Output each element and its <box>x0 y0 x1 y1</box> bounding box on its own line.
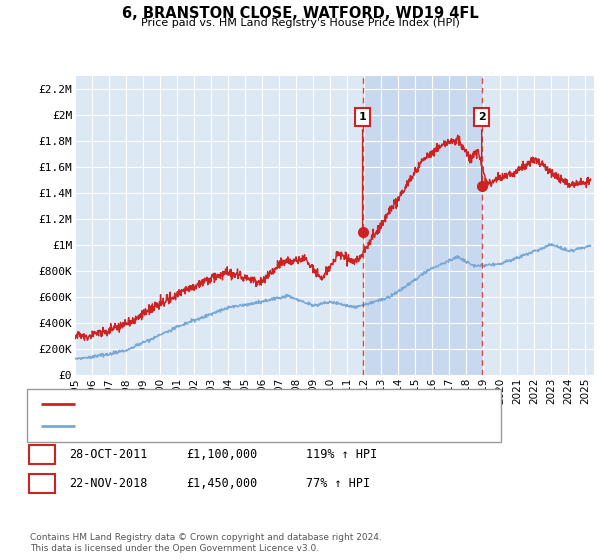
Text: 1: 1 <box>359 113 367 229</box>
Bar <box>362 76 482 375</box>
Text: 1: 1 <box>38 450 46 460</box>
Text: 119% ↑ HPI: 119% ↑ HPI <box>306 448 377 461</box>
Text: HPI: Average price, detached house, Watford: HPI: Average price, detached house, Watf… <box>81 421 331 431</box>
Text: Price paid vs. HM Land Registry's House Price Index (HPI): Price paid vs. HM Land Registry's House … <box>140 18 460 28</box>
Text: Contains HM Land Registry data © Crown copyright and database right 2024.
This d: Contains HM Land Registry data © Crown c… <box>30 533 382 553</box>
Text: £1,100,000: £1,100,000 <box>186 448 257 461</box>
Text: 77% ↑ HPI: 77% ↑ HPI <box>306 477 370 491</box>
Text: 2: 2 <box>478 113 485 184</box>
Text: 6, BRANSTON CLOSE, WATFORD, WD19 4FL: 6, BRANSTON CLOSE, WATFORD, WD19 4FL <box>122 6 478 21</box>
Text: 28-OCT-2011: 28-OCT-2011 <box>69 448 148 461</box>
Text: £1,450,000: £1,450,000 <box>186 477 257 491</box>
Text: 6, BRANSTON CLOSE, WATFORD, WD19 4FL (detached house): 6, BRANSTON CLOSE, WATFORD, WD19 4FL (de… <box>81 399 425 409</box>
Text: 2: 2 <box>38 479 46 489</box>
Text: 22-NOV-2018: 22-NOV-2018 <box>69 477 148 491</box>
